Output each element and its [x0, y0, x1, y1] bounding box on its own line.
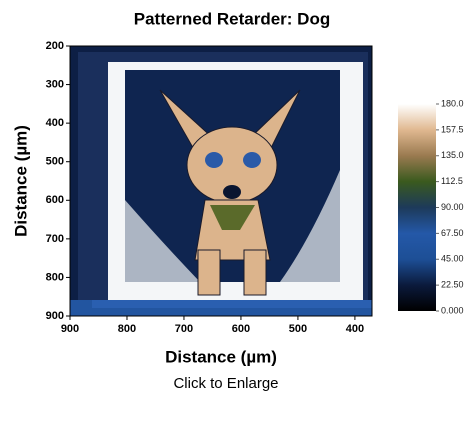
colorbar-tick-label: 90.00: [441, 202, 464, 212]
x-tick-label: 600: [232, 323, 250, 335]
y-tick-label: 900: [46, 310, 64, 322]
y-tick-label: 400: [46, 117, 64, 129]
plot-frame: [69, 45, 373, 317]
x-tick-label: 700: [175, 323, 193, 335]
y-tick-label: 600: [46, 194, 64, 206]
x-tick-label: 400: [346, 323, 364, 335]
y-axis-label: Distance (µm): [11, 125, 30, 237]
colorbar-tick-label: 45.00: [441, 254, 464, 264]
colorbar-tick-label: 112.5: [441, 176, 463, 186]
x-tick-label: 800: [118, 323, 136, 335]
y-tick-label: 500: [46, 156, 64, 168]
y-tick-label: 800: [46, 271, 64, 283]
colorbar: [398, 104, 436, 311]
colorbar-tick-label: 180.0: [441, 98, 464, 108]
chart-title: Patterned Retarder: Dog: [134, 9, 330, 28]
colorbar-tick-label: 157.5: [441, 124, 464, 134]
x-tick-label: 900: [61, 323, 79, 335]
x-axis-label: Distance (µm): [165, 347, 277, 366]
y-tick-label: 700: [46, 233, 64, 245]
heatmap-image: [70, 46, 372, 316]
colorbar-tick-label: 0.000: [441, 305, 464, 315]
colorbar-tick-label: 22.50: [441, 280, 464, 290]
y-tick-label: 200: [46, 40, 64, 52]
colorbar-tick-label: 67.50: [441, 228, 464, 238]
x-tick-label: 500: [289, 323, 307, 335]
colorbar-tick-label: 135.0: [441, 150, 464, 160]
y-tick-label: 300: [46, 78, 64, 90]
caption[interactable]: Click to Enlarge: [173, 375, 278, 392]
